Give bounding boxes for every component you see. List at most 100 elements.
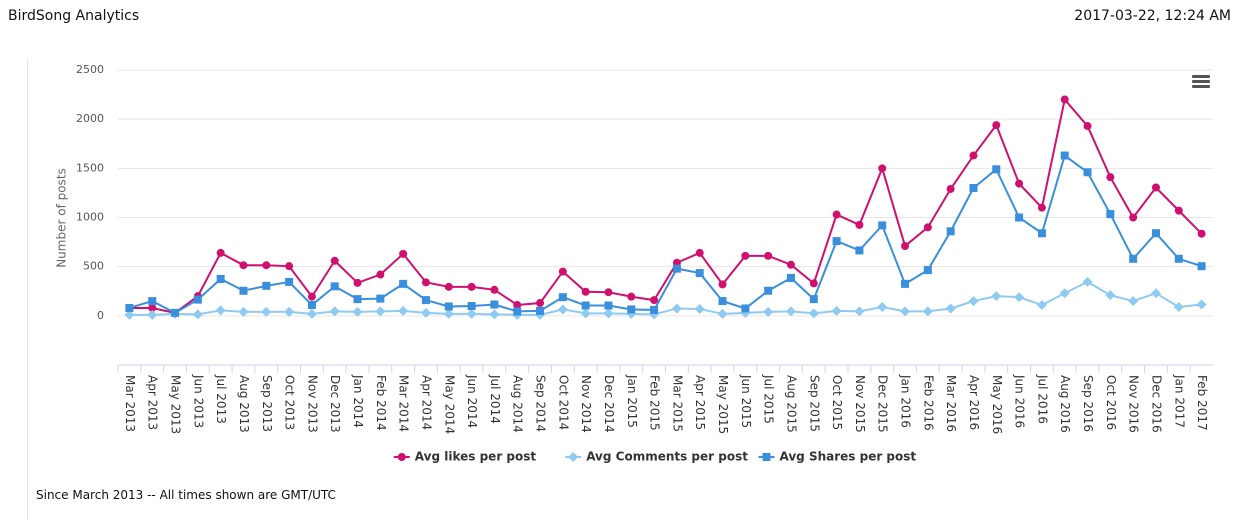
point [262,261,271,270]
point [262,281,271,290]
point [285,262,294,271]
point [329,306,340,317]
point [1106,173,1115,182]
point [399,249,408,258]
point [946,184,955,193]
point [1151,229,1160,238]
point [536,306,545,315]
x-tick-label: Dec 2015 [876,375,890,433]
x-tick-label: Jan 2017 [1172,374,1186,428]
x-tick-label: Oct 2014 [556,375,570,430]
point [307,292,316,301]
x-tick-label: Aug 2014 [511,375,525,433]
point [148,297,157,306]
point [1129,213,1138,222]
point [1036,300,1047,311]
point [444,282,453,291]
point [467,302,476,310]
x-tick-label: Apr 2015 [693,375,707,430]
point [376,294,385,303]
x-tick-label: Mar 2015 [670,375,684,432]
point [490,300,499,309]
point [261,306,272,317]
point [901,279,910,288]
x-tick-label: Dec 2016 [1149,375,1163,433]
y-tick-label: 2000 [76,112,104,125]
menu-button[interactable] [1192,75,1210,88]
point [1174,254,1183,263]
x-tick-label: Mar 2014 [397,375,411,432]
point [877,301,888,312]
point [717,308,728,319]
x-tick-label: Oct 2013 [283,375,297,430]
point [513,307,522,316]
x-tick-label: Nov 2015 [853,375,867,433]
app-title: BirdSong Analytics [8,8,140,24]
x-tick-label: Jul 2014 [488,374,502,424]
point [878,221,887,230]
legend-marker [568,452,579,462]
x-tick-label: Jan 2014 [351,374,365,428]
point [785,306,796,317]
point [125,303,134,312]
point [946,227,955,236]
point [901,242,910,251]
point [650,296,659,305]
point [124,309,135,320]
point [672,264,681,273]
point [922,306,933,317]
point [1197,229,1206,238]
x-tick-label: Apr 2013 [146,375,160,430]
point [855,220,864,229]
menu-bar[interactable] [1192,80,1210,83]
point [330,256,339,265]
point [878,164,887,173]
point [171,308,180,317]
point [718,280,727,289]
menu-bar[interactable] [1192,75,1210,78]
point [1151,183,1160,192]
point [1128,296,1139,307]
series-line [129,97,1203,314]
point [671,303,682,314]
point [580,308,591,319]
x-tick-label: Jul 2015 [762,374,776,424]
y-tick-label: 2500 [76,63,104,76]
point [627,305,636,314]
point [718,297,727,306]
point [992,165,1001,174]
point [353,295,362,304]
x-tick-label: Apr 2016 [967,375,981,430]
menu-bar[interactable] [1192,85,1210,88]
point [1060,95,1069,104]
point [421,278,430,287]
point [603,308,614,319]
point [443,308,454,319]
point [854,306,865,317]
footer-note: Since March 2013 -- All times shown are … [36,488,336,502]
point [239,286,248,295]
x-tick-label: Feb 2016 [921,375,935,431]
point [1083,122,1092,131]
point [581,287,590,296]
point [307,301,316,310]
point [1014,292,1025,303]
point [831,305,842,316]
point [604,301,613,310]
point [352,306,363,317]
point [557,304,568,315]
point [1083,168,1092,177]
point [1150,288,1161,299]
point [216,248,225,257]
point [832,237,841,246]
y-tick-label: 1500 [76,161,104,174]
point [466,308,477,319]
point [969,184,978,192]
legend-label: Avg Comments per post [586,450,748,464]
x-tick-label: Nov 2014 [579,375,593,433]
point [627,292,636,301]
point [923,223,932,232]
point [330,282,339,291]
x-tick-label: Jul 2013 [214,374,228,424]
x-tick-label: Sep 2016 [1081,375,1095,432]
